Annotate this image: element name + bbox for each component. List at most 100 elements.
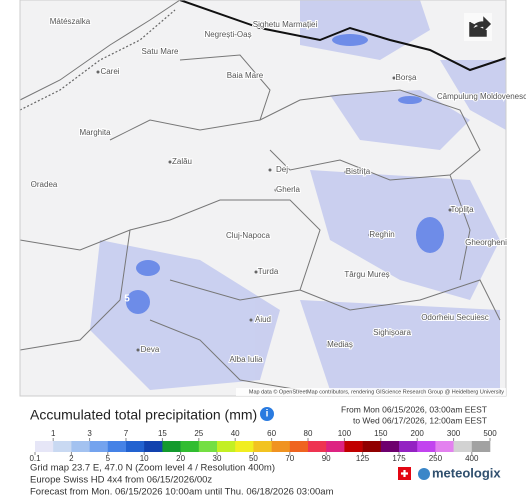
city-label: Oradea xyxy=(31,180,58,189)
scale-swatch xyxy=(71,441,90,452)
scale-swatch xyxy=(417,441,436,452)
city-dot xyxy=(448,208,452,212)
scale-swatch xyxy=(107,441,127,452)
city-label: Odorheiu Secuiesc xyxy=(421,313,489,322)
footer: Grid map 23.7 E, 47.0 N (Zoom level 4 / … xyxy=(30,463,501,498)
scale-swatch xyxy=(180,441,200,452)
scale-swatch xyxy=(362,441,382,452)
city-dot xyxy=(30,183,34,187)
city-label: Câmpulung Moldovenesc xyxy=(437,92,526,101)
city-label: Baia Mare xyxy=(227,71,264,80)
scale-swatch xyxy=(471,441,491,452)
city-label: Gheorgheni xyxy=(465,238,507,247)
scale-label: 400 xyxy=(465,454,479,463)
city-dot xyxy=(254,270,258,274)
scale-swatch xyxy=(217,441,236,452)
city-dot xyxy=(353,273,357,277)
footer-line: Grid map 23.7 E, 47.0 N (Zoom level 4 / … xyxy=(30,463,275,474)
legend-title: Accumulated total precipitation (mm) xyxy=(30,407,257,423)
city-dot xyxy=(232,358,236,362)
city-dot xyxy=(168,160,172,164)
footer-line: Europe Swiss HD 4x4 from 06/15/2026/00z xyxy=(30,475,212,486)
scale-swatch xyxy=(35,441,54,452)
city-dot xyxy=(274,188,278,192)
scale-swatch xyxy=(271,441,291,452)
scale-swatch xyxy=(126,441,145,452)
city-label: Târgu Mureș xyxy=(344,270,389,279)
city-dot xyxy=(271,23,275,27)
city-dot xyxy=(146,50,150,54)
city-dot xyxy=(441,316,445,320)
scale-label: 30 xyxy=(213,454,222,463)
city-dot xyxy=(96,70,100,74)
scale-label: 15 xyxy=(158,429,167,438)
share-button[interactable] xyxy=(464,13,492,41)
city-dot xyxy=(268,168,272,172)
city-label: Deva xyxy=(141,345,160,354)
scale-label: 500 xyxy=(483,429,497,438)
scale-label: 7 xyxy=(124,429,129,438)
scale-swatch xyxy=(144,441,163,452)
scale-swatch xyxy=(326,441,345,452)
svg-text:i: i xyxy=(266,409,269,420)
scale-label: 20 xyxy=(176,454,185,463)
scale-label: 175 xyxy=(392,454,406,463)
legend: Accumulated total precipitation (mm) i F… xyxy=(29,404,497,463)
scale-label: 300 xyxy=(447,429,461,438)
scale-label: 2 xyxy=(69,454,74,463)
scale-swatch xyxy=(435,441,454,452)
city-label: Turda xyxy=(258,267,279,276)
scale-label: 125 xyxy=(356,454,370,463)
scale-swatch xyxy=(308,441,327,452)
city-dot xyxy=(468,95,472,99)
scale-label: 90 xyxy=(322,454,331,463)
city-dot xyxy=(56,20,60,24)
city-dot xyxy=(234,234,238,238)
scale-swatch xyxy=(89,441,109,452)
city-label: Borșa xyxy=(396,73,417,82)
scale-swatch xyxy=(235,441,254,452)
city-dot xyxy=(231,74,235,78)
scale-label: 60 xyxy=(267,429,276,438)
city-dot xyxy=(472,241,476,245)
scale-label: 1 xyxy=(51,429,56,438)
map: Map data © OpenStreetMap contributors, r… xyxy=(19,0,526,397)
value-marker: 5 xyxy=(124,294,130,305)
scale-label: 3 xyxy=(87,429,92,438)
scale-label: 80 xyxy=(304,429,313,438)
scale-swatch xyxy=(399,441,418,452)
city-label: Bistrița xyxy=(346,167,371,176)
scale-swatch xyxy=(380,441,400,452)
attribution: Map data © OpenStreetMap contributors, r… xyxy=(249,388,504,395)
scale-swatch xyxy=(162,441,181,452)
info-icon[interactable]: i xyxy=(260,407,274,421)
scale-swatch xyxy=(53,441,72,452)
footer-line: Forecast from Mon. 06/15/2026 10:00am un… xyxy=(30,487,334,498)
time-to: to Wed 06/17/2026, 12:00am EEST xyxy=(353,415,487,425)
city-dot xyxy=(326,343,330,347)
scale-label: 25 xyxy=(194,429,203,438)
city-dot xyxy=(368,233,372,237)
city-label: Sighetu Marmației xyxy=(253,20,318,29)
time-from: From Mon 06/15/2026, 03:00am EEST xyxy=(341,404,487,414)
city-dot xyxy=(81,131,85,135)
city-label: Negrești-Oaș xyxy=(204,30,251,39)
city-label: Dej xyxy=(276,165,288,174)
scale-label: 200 xyxy=(411,429,425,438)
city-label: Satu Mare xyxy=(142,47,179,56)
scale-swatch xyxy=(289,441,309,452)
scale-swatch xyxy=(198,441,218,452)
city-label: Marghita xyxy=(79,128,111,137)
scale-label: 100 xyxy=(338,429,352,438)
scale-label: 40 xyxy=(231,429,240,438)
scale-label: 50 xyxy=(249,454,258,463)
scale-swatch xyxy=(453,441,473,452)
scale-label: 250 xyxy=(429,454,443,463)
scale-label: 10 xyxy=(140,454,149,463)
city-dot xyxy=(249,318,253,322)
city-label: Gherla xyxy=(276,185,301,194)
city-label: Cluj-Napoca xyxy=(226,231,271,240)
city-label: Carei xyxy=(100,67,119,76)
